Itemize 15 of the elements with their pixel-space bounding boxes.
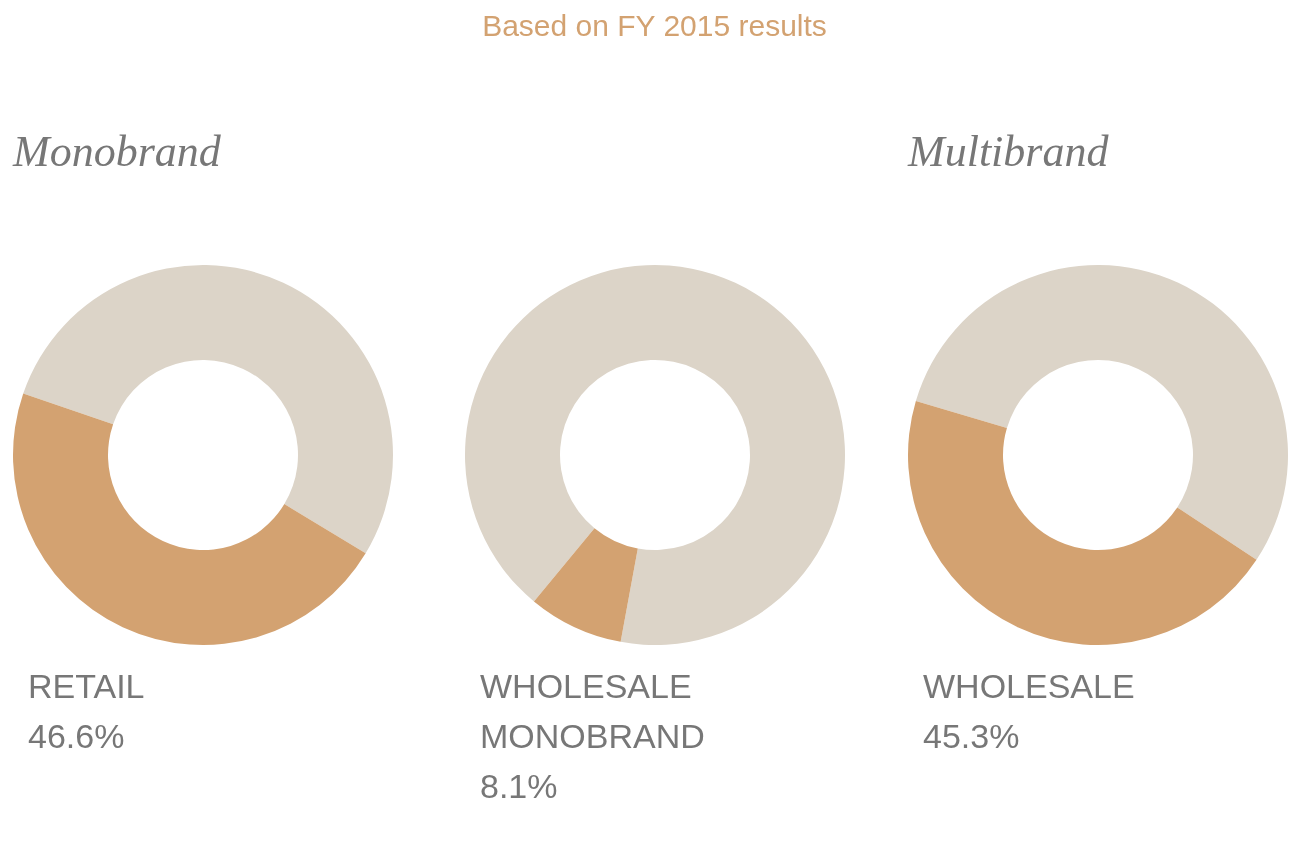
- donut-slice: [533, 528, 638, 642]
- slice-label: WHOLESALE: [923, 667, 1135, 705]
- donut-slice: [13, 393, 366, 645]
- chart-subtitle: Monobrand: [12, 127, 222, 176]
- data-label: 45.3%: [923, 717, 1020, 755]
- data-label: 8.1%: [480, 767, 558, 805]
- text: Based on FY 2015 results: [482, 9, 827, 42]
- slice-label: WHOLESALE MONOBRAND: [480, 667, 705, 755]
- donut-slice: [465, 265, 845, 645]
- donut-slice: [23, 265, 393, 554]
- chart-subtitle: Multibrand: [907, 127, 1110, 176]
- slice-label: RETAIL: [28, 667, 145, 705]
- data-label: 46.6%: [28, 717, 125, 755]
- donut-slice: [915, 265, 1288, 560]
- donut-slice: [908, 400, 1257, 645]
